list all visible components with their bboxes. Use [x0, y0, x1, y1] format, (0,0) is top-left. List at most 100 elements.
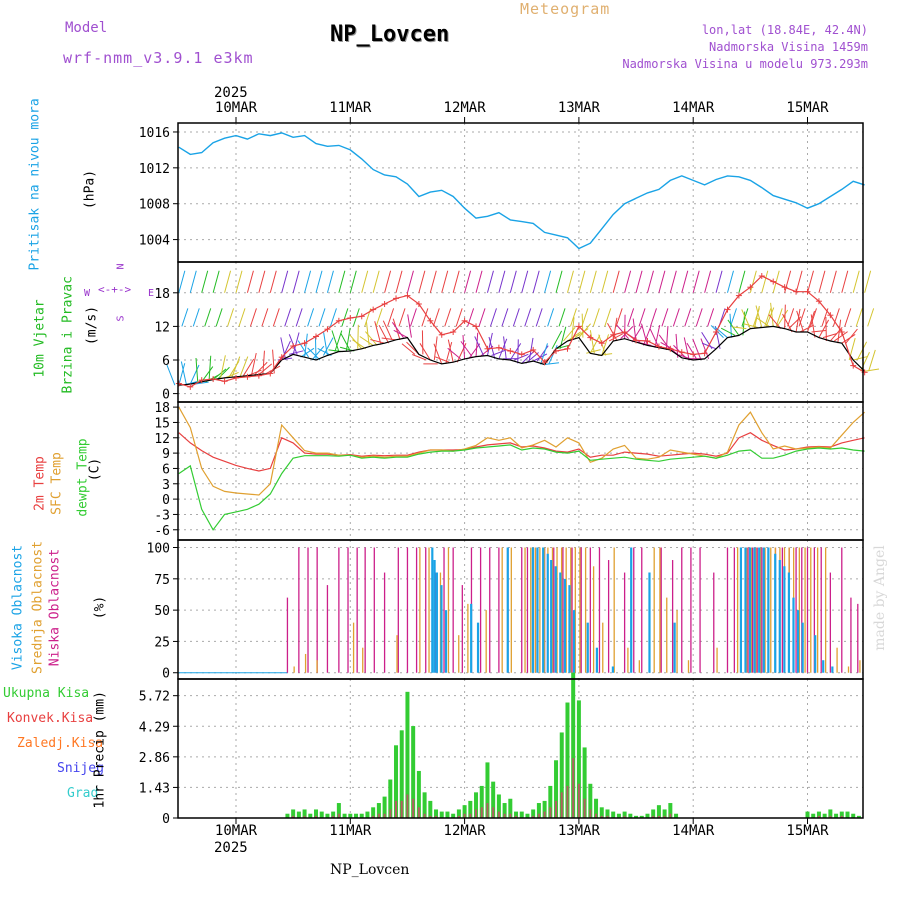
- wind-arrow: [352, 339, 367, 350]
- day-label-bottom: 13MAR: [557, 823, 600, 839]
- precip-bar-conv: [412, 798, 415, 818]
- wind-arrow: [231, 356, 241, 377]
- temp-tick-label: 18: [154, 401, 170, 416]
- wind-arrow: [359, 336, 374, 346]
- precip-legend-conv: Konvek.Kisa: [7, 711, 94, 726]
- footer-station: NP_Lovcen: [330, 862, 410, 878]
- precip-bar-total: [668, 803, 673, 818]
- precip-bar-total: [496, 794, 501, 818]
- wind-arrow: [799, 324, 815, 333]
- wind-arrow: [692, 338, 702, 360]
- wind-arrow: [764, 308, 772, 327]
- precip-bar-conv: [400, 800, 403, 818]
- precip-bar-total: [525, 813, 530, 818]
- precip-bar-conv: [486, 803, 489, 818]
- precip-bar-total: [371, 807, 376, 818]
- wind-arrow: [295, 308, 303, 327]
- precip-bar-conv: [829, 815, 832, 818]
- wind-arrow: [489, 308, 497, 327]
- wind-arrow: [254, 361, 268, 375]
- day-label-top: 12MAR: [443, 100, 486, 116]
- wind-arrow: [235, 270, 243, 293]
- wind-arrow: [525, 352, 539, 364]
- precip-bar-conv: [589, 809, 592, 818]
- wind-arrow: [654, 324, 661, 348]
- wind-arrow: [395, 270, 403, 293]
- wind-arrow: [326, 270, 334, 293]
- wind-arrow: [841, 334, 856, 344]
- wind-arrow: [384, 270, 392, 293]
- precip-bar-total: [291, 809, 296, 818]
- wind-arrow: [349, 270, 357, 293]
- model-label: Model: [65, 20, 108, 36]
- precip-bar-total: [622, 811, 627, 818]
- wind-arrow: [509, 270, 517, 293]
- model-altitude-label: Nadmorska Visina u modelu 973.293m: [622, 57, 868, 71]
- wind-arrow: [227, 308, 235, 327]
- wind-arrow: [370, 339, 385, 344]
- precip-bar-total: [656, 805, 661, 818]
- wind-arrow: [612, 317, 618, 342]
- wind-arrow: [292, 332, 300, 355]
- precip-bar-total: [474, 792, 479, 818]
- precip-bar-conv: [663, 815, 666, 818]
- wind-arrow: [204, 308, 212, 327]
- wind-arrow: [464, 270, 472, 293]
- panel-frame: [177, 122, 864, 263]
- precip-bar-total: [588, 783, 593, 818]
- wind-arrow: [578, 270, 586, 293]
- wind-arrow: [509, 343, 522, 361]
- precip-bar-conv: [595, 813, 598, 818]
- wind-arrow: [607, 322, 618, 342]
- wind-arrow: [807, 310, 815, 333]
- wind-arrow: [401, 343, 416, 355]
- panel-frame: [177, 261, 864, 403]
- precip-bar-conv: [623, 815, 626, 818]
- wind-arrow: [822, 333, 838, 339]
- day-label-top: 15MAR: [786, 100, 829, 116]
- precip-legend-grad: Grad: [67, 786, 99, 801]
- precip-tick-label: 4.29: [139, 720, 170, 735]
- precip-bar-total: [554, 760, 559, 818]
- wind-arrow: [720, 327, 736, 336]
- wind-arrow: [501, 308, 509, 327]
- wind-arrow: [535, 308, 543, 327]
- wind-arrow: [727, 319, 740, 336]
- wind-arrow: [345, 327, 351, 352]
- wind-arrow: [331, 330, 340, 352]
- precip-bar-conv: [480, 807, 483, 818]
- wind-arrow: [574, 328, 589, 339]
- precip-bar-total: [485, 762, 490, 818]
- wind-arrow: [419, 343, 431, 361]
- precip-bar-total: [399, 730, 404, 818]
- precip-bar-total: [805, 811, 810, 818]
- cloud-tick-label: 75: [154, 573, 170, 588]
- precip-bar-conv: [555, 800, 558, 818]
- wind-arrow: [387, 308, 395, 327]
- wind-arrow: [641, 323, 648, 346]
- precip-bar-conv: [817, 815, 820, 818]
- precip-tick-label: 5.72: [139, 690, 170, 705]
- wind-arrow: [238, 308, 246, 327]
- wind-arrow: [262, 350, 265, 375]
- wind-arrow: [818, 270, 826, 293]
- precip-bar-total: [428, 800, 433, 818]
- wind-arrow: [462, 334, 466, 359]
- precip-bar-total: [416, 770, 421, 818]
- precip-tick-label: 1.43: [139, 781, 170, 796]
- wind-arrow: [692, 270, 700, 293]
- wind-arrow: [486, 270, 494, 293]
- wind-arrow: [224, 371, 239, 379]
- precip-bar-conv: [457, 815, 460, 818]
- precip-bar-total: [628, 813, 633, 818]
- wind-arrow: [864, 368, 880, 372]
- wind-arrow: [715, 270, 723, 293]
- wind-arrow: [776, 309, 789, 327]
- wind-arrow: [329, 308, 337, 327]
- precip-bar-conv: [600, 815, 603, 818]
- wind-tick-label: 6: [162, 354, 170, 369]
- wind-arrow: [307, 308, 315, 327]
- precip-tick-label: 2.86: [139, 751, 170, 766]
- wind-arrow: [284, 308, 292, 327]
- precip-bar-total: [508, 798, 513, 818]
